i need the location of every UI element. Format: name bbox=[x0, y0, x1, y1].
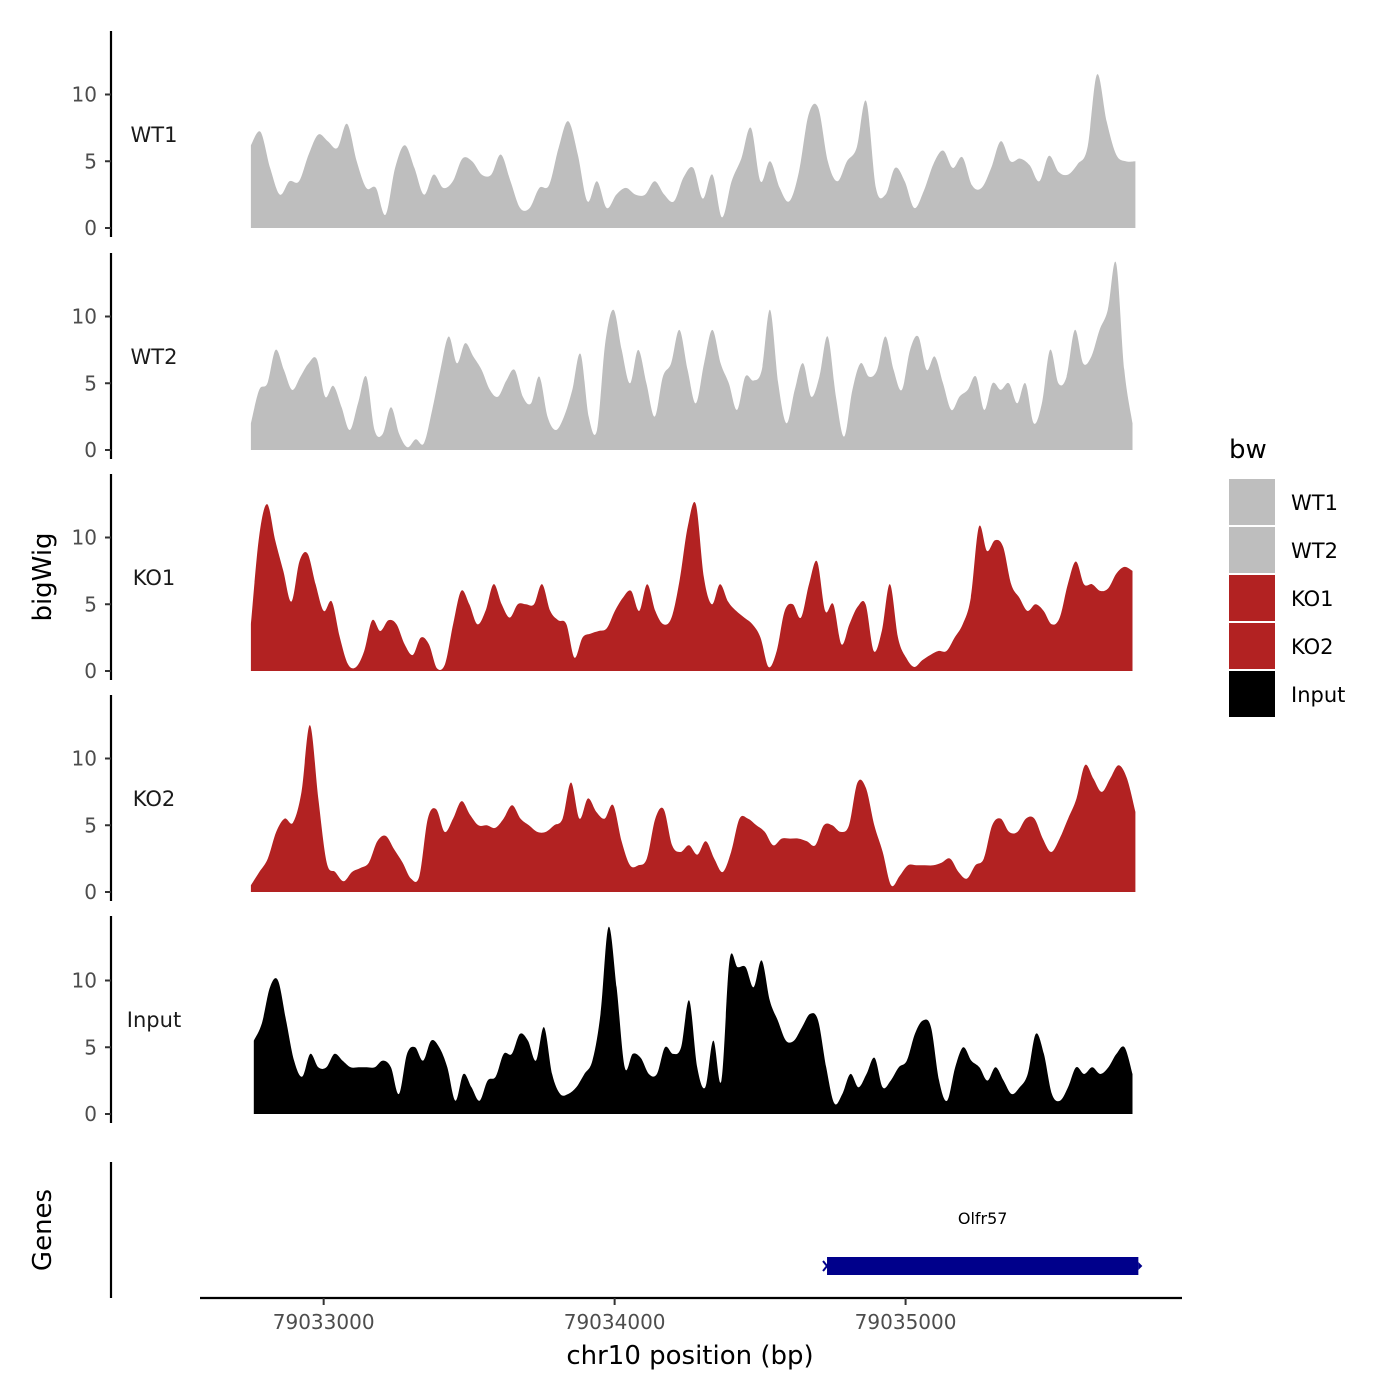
x-tick-label-79033000: 79033000 bbox=[273, 1310, 375, 1334]
x-ticks: 79033000 79034000 79035000 bbox=[273, 1298, 957, 1334]
track-wt1: 0 5 10 WT1 bbox=[72, 31, 1136, 240]
gene-group: Olfr57 bbox=[822, 1209, 1143, 1275]
y-tick-label-wt1-0: 0 bbox=[84, 216, 97, 240]
area-wt1 bbox=[250, 74, 1136, 228]
legend-key-ko2 bbox=[1229, 623, 1275, 669]
area-wt2 bbox=[250, 261, 1133, 450]
legend: bw WT1 WT2 KO1 KO2 Input bbox=[1229, 435, 1345, 717]
legend-key-wt1 bbox=[1229, 479, 1275, 525]
y-tick-label-ko2-5: 5 bbox=[84, 813, 97, 837]
legend-label-ko2: KO2 bbox=[1291, 635, 1334, 659]
track-wt2: 0 5 10 WT2 bbox=[72, 253, 1133, 462]
track-label-wt1: WT1 bbox=[131, 123, 178, 147]
track-label-wt2: WT2 bbox=[131, 345, 178, 369]
y-tick-label-ko1-5: 5 bbox=[84, 592, 97, 616]
legend-key-input bbox=[1229, 671, 1275, 717]
x-axis-title: chr10 position (bp) bbox=[566, 1341, 813, 1371]
legend-items: WT1 WT2 KO1 KO2 Input bbox=[1229, 479, 1345, 717]
track-label-input: Input bbox=[127, 1008, 181, 1032]
y-axis-title: bigWig bbox=[28, 532, 58, 621]
y-tick-label-input-10: 10 bbox=[72, 969, 97, 993]
area-input bbox=[253, 926, 1133, 1114]
y-tick-label-wt1-10: 10 bbox=[72, 83, 97, 107]
genes-panel: Genes Olfr57 bbox=[28, 1162, 1143, 1298]
track-input: 0 5 10 Input bbox=[72, 916, 1133, 1126]
x-tick-label-79034000: 79034000 bbox=[564, 1310, 666, 1334]
legend-label-ko1: KO1 bbox=[1291, 587, 1334, 611]
y-tick-label-wt2-5: 5 bbox=[84, 371, 97, 395]
y-tick-label-input-0: 0 bbox=[84, 1102, 97, 1126]
legend-label-input: Input bbox=[1291, 683, 1345, 707]
gene-label: Olfr57 bbox=[958, 1209, 1008, 1228]
gene-olfr57-start-marker bbox=[822, 1260, 832, 1272]
y-tick-label-wt2-10: 10 bbox=[72, 305, 97, 329]
y-tick-label-wt2-0: 0 bbox=[84, 438, 97, 462]
y-tick-label-ko1-0: 0 bbox=[84, 659, 97, 683]
x-tick-label-79035000: 79035000 bbox=[855, 1310, 957, 1334]
legend-title: bw bbox=[1229, 435, 1267, 465]
tracks: 0 5 10 WT1 0 5 10 WT2 0 5 10 KO1 0 5 10 KO2 0 5 10 Input bbox=[72, 31, 1136, 1126]
y-tick-label-ko2-0: 0 bbox=[84, 880, 97, 904]
track-label-ko2: KO2 bbox=[133, 787, 176, 811]
y-tick-label-ko1-10: 10 bbox=[72, 526, 97, 550]
track-label-ko1: KO1 bbox=[133, 566, 176, 590]
y-tick-label-input-5: 5 bbox=[84, 1035, 97, 1059]
x-axis: 79033000 79034000 79035000 chr10 position … bbox=[200, 1296, 1182, 1371]
legend-key-wt2 bbox=[1229, 527, 1275, 573]
area-ko2 bbox=[250, 725, 1136, 892]
gene-olfr57-body bbox=[827, 1257, 1139, 1275]
legend-key-ko1 bbox=[1229, 575, 1275, 621]
y-tick-label-ko2-10: 10 bbox=[72, 747, 97, 771]
track-ko1: 0 5 10 KO1 bbox=[72, 474, 1133, 683]
y-tick-label-wt1-5: 5 bbox=[84, 149, 97, 173]
legend-label-wt2: WT2 bbox=[1291, 539, 1338, 563]
legend-label-wt1: WT1 bbox=[1291, 491, 1338, 515]
gene-olfr57-end-marker bbox=[1138, 1262, 1143, 1270]
genes-panel-label: Genes bbox=[28, 1189, 58, 1271]
area-ko1 bbox=[250, 501, 1133, 671]
track-ko2: 0 5 10 KO2 bbox=[72, 695, 1136, 904]
